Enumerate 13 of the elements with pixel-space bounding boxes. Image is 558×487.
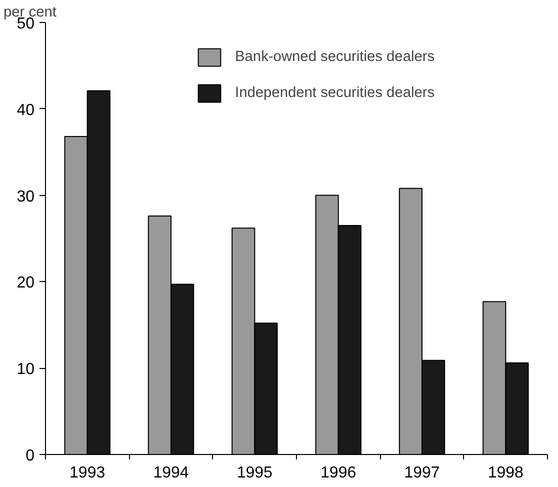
- x-tick-label: 1993: [70, 464, 106, 482]
- y-tick-label: 10: [16, 361, 35, 378]
- y-tick-label: 20: [16, 274, 35, 292]
- x-tick-label: 1996: [320, 464, 356, 482]
- legend-label: Bank-owned securities dealers: [235, 49, 435, 65]
- y-tick-label: 30: [16, 188, 35, 206]
- x-tick-label: 1997: [404, 464, 440, 482]
- x-tick-label: 1994: [153, 464, 189, 482]
- y-tick-label: 40: [16, 102, 35, 119]
- x-tick-label: 1998: [488, 464, 524, 482]
- x-tick-label: 1995: [236, 464, 273, 482]
- legend-label: Independent securities dealers: [235, 85, 435, 101]
- y-tick-label: 0: [26, 448, 35, 464]
